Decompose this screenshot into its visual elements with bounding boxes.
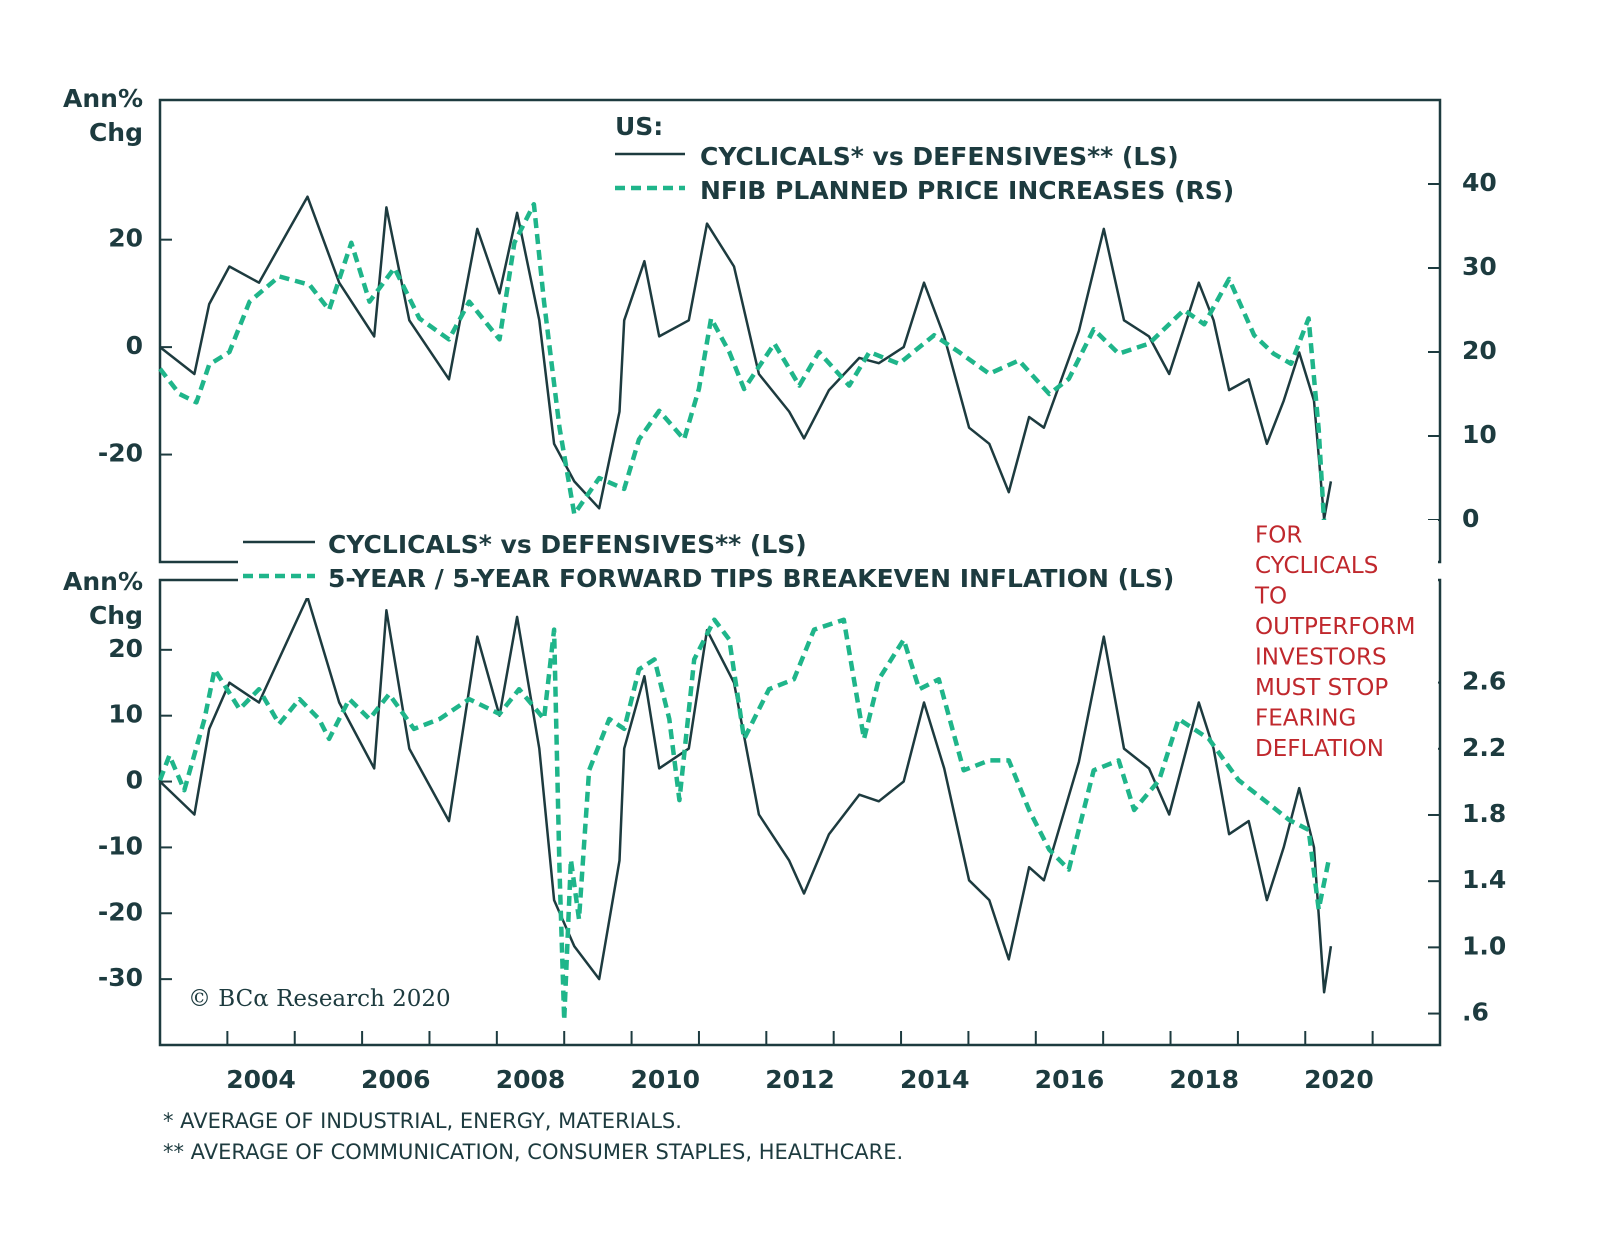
y-tick-label: 20: [108, 224, 143, 253]
overlay: US: CYCLICALS* vs DEFENSIVES** (LS) NFIB P…: [163, 112, 1438, 1164]
x-tick-label: 2020: [1304, 1065, 1374, 1094]
y-tick-label: 0: [126, 766, 143, 795]
y2-tick-label: 20: [1462, 336, 1497, 365]
legend-background: [238, 530, 1250, 598]
y2-tick-label: 1.0: [1462, 931, 1506, 960]
x-tick-label: 2016: [1035, 1065, 1105, 1094]
x-tick-label: 2018: [1169, 1065, 1239, 1094]
footnote: * AVERAGE OF INDUSTRIAL, ENERGY, MATERIA…: [163, 1109, 682, 1133]
y2-tick-label: 40: [1462, 168, 1497, 197]
y2-tick-label: 2.2: [1462, 733, 1506, 762]
series-line: [159, 595, 1333, 994]
x-tick-label: 2008: [496, 1065, 566, 1094]
legend-label: NFIB PLANNED PRICE INCREASES (RS): [700, 176, 1234, 205]
y2-tick-label: 1.8: [1462, 799, 1506, 828]
y-tick-label: -10: [98, 831, 143, 860]
annotation: CYCLICALS: [1255, 553, 1378, 579]
legend-label: 5-YEAR / 5-YEAR FORWARD TIPS BREAKEVEN I…: [328, 564, 1174, 593]
series-line: [157, 617, 1332, 1023]
y2-tick-label: 10: [1462, 420, 1497, 449]
series-line: [158, 201, 1328, 535]
annotation: INVESTORS: [1255, 645, 1387, 671]
legend-title: US:: [615, 112, 663, 141]
annotation: FOR: [1255, 523, 1302, 549]
legend-label: CYCLICALS* vs DEFENSIVES** (LS): [328, 530, 807, 559]
x-tick-label: 2012: [765, 1065, 835, 1094]
series-line: [159, 195, 1333, 521]
annotation: FEARING: [1255, 706, 1356, 732]
y-tick-label: -20: [98, 439, 143, 468]
y-axis-label: Chg: [89, 601, 143, 630]
annotation: TO: [1254, 584, 1287, 610]
y2-tick-label: .6: [1462, 998, 1489, 1027]
x-tick-label: 2010: [630, 1065, 700, 1094]
y-tick-label: -30: [98, 963, 143, 992]
y-axis-label: Chg: [89, 118, 143, 147]
plot-area: Ann%Chg200-20403020100Ann%Chg20100-10-20…: [63, 84, 1506, 1094]
x-tick-label: 2014: [900, 1065, 970, 1094]
y-tick-label: 10: [108, 700, 143, 729]
y-tick-label: 20: [108, 634, 143, 663]
legend-label: CYCLICALS* vs DEFENSIVES** (LS): [700, 142, 1179, 171]
footnote: ** AVERAGE OF COMMUNICATION, CONSUMER ST…: [163, 1140, 903, 1164]
y2-tick-label: 1.4: [1462, 865, 1506, 894]
y2-tick-label: 30: [1462, 252, 1497, 281]
y-axis-label: Ann%: [63, 84, 143, 113]
y-axis-label: Ann%: [63, 567, 143, 596]
x-tick-label: 2004: [226, 1065, 296, 1094]
annotation-background: [1248, 520, 1438, 768]
y2-tick-label: 0: [1462, 504, 1479, 533]
x-tick-label: 2006: [361, 1065, 431, 1094]
y-tick-label: -20: [98, 897, 143, 926]
annotation: DEFLATION: [1255, 736, 1384, 762]
y2-tick-label: 2.6: [1462, 667, 1506, 696]
annotation: OUTPERFORM: [1255, 614, 1416, 640]
source: © BCα Research 2020: [188, 986, 451, 1012]
y-tick-label: 0: [126, 331, 143, 360]
annotation: MUST STOP: [1255, 675, 1388, 701]
